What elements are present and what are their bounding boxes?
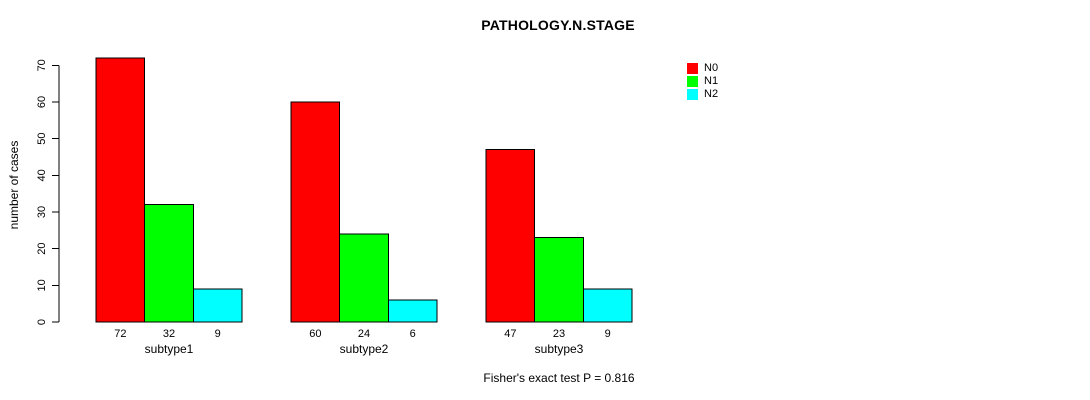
chart-title: PATHOLOGY.N.STAGE [481, 17, 635, 33]
bar-n2-subtype3 [582, 288, 633, 323]
y-tick-label: 40 [36, 169, 48, 181]
legend-swatch-n1-icon [687, 76, 698, 87]
y-tick-label: 0 [36, 319, 48, 325]
legend-label-n1: N1 [704, 75, 719, 87]
bar-n0-subtype3 [485, 149, 536, 323]
y-tick-label: 20 [36, 243, 48, 255]
legend: N0 N1 N2 [687, 63, 718, 100]
bar-value-label: 72 [114, 328, 126, 340]
legend-label-n2: N2 [704, 88, 719, 100]
bar-value-label: 32 [163, 328, 175, 340]
bar-n2-subtype1 [192, 288, 243, 323]
bar-n1-subtype1 [144, 204, 194, 323]
bar-n1-subtype2 [339, 233, 389, 323]
y-tick-label: 30 [36, 206, 48, 218]
bar-n0-subtype1 [95, 57, 146, 323]
bar-value-label: 24 [358, 328, 370, 340]
bar-value-label: 23 [553, 328, 565, 340]
legend-item-n2: N2 [687, 89, 718, 100]
bar-value-label: 9 [215, 328, 221, 340]
y-tick-label: 50 [36, 133, 48, 145]
legend-swatch-n0-icon [687, 63, 698, 74]
legend-item-n1: N1 [687, 76, 718, 87]
bar-n2-subtype2 [387, 299, 438, 323]
bar-n1-subtype3 [534, 237, 584, 323]
bar-value-label: 47 [504, 328, 516, 340]
y-tick-label: 70 [36, 59, 48, 71]
bar-value-label: 6 [410, 328, 416, 340]
bar-n0-subtype2 [290, 101, 341, 323]
annotation-fisher-test: Fisher's exact test P = 0.816 [483, 371, 635, 385]
bar-value-label: 60 [309, 328, 321, 340]
x-category-label-subtype1: subtype1 [145, 342, 194, 356]
legend-item-n0: N0 [687, 63, 718, 74]
bar-value-label: 9 [605, 328, 611, 340]
y-tick-label: 60 [36, 96, 48, 108]
x-category-label-subtype2: subtype2 [340, 342, 389, 356]
x-category-label-subtype3: subtype3 [535, 342, 584, 356]
y-tick-label: 10 [36, 279, 48, 291]
legend-label-n0: N0 [704, 62, 719, 74]
legend-swatch-n2-icon [687, 89, 698, 100]
